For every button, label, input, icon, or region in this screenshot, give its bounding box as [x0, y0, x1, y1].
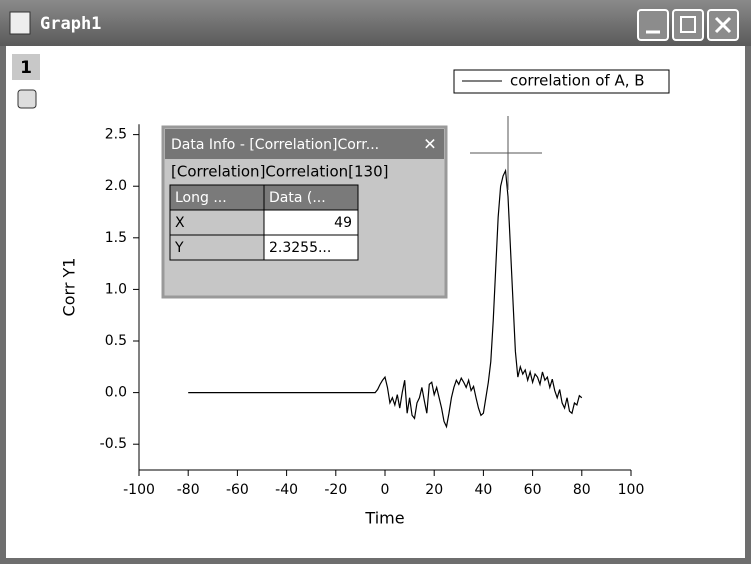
- header-text: Data (...: [269, 190, 326, 206]
- title-bar: [0, 0, 751, 46]
- cell: [169, 234, 265, 261]
- x-tick-label: -20: [324, 482, 347, 498]
- row-value: 2.3255...: [269, 240, 331, 256]
- crosshair: [470, 116, 542, 190]
- row-label: X: [175, 215, 185, 231]
- x-tick-label: 20: [425, 482, 443, 498]
- cell: [169, 209, 265, 236]
- data-line: [188, 168, 583, 429]
- legend: [453, 69, 670, 94]
- app-icon: [9, 11, 31, 35]
- window-buttons[interactable]: [637, 9, 739, 41]
- maximize-glyph: [680, 16, 696, 33]
- panel-close[interactable]: ✕: [423, 135, 436, 154]
- panel-source: [Correlation]Correlation[130]: [171, 163, 388, 181]
- layer-number[interactable]: 1: [20, 58, 32, 78]
- y-tick-label: 0.0: [105, 385, 127, 401]
- y-axis-title: Corr Y1: [60, 258, 79, 317]
- row-value: 49: [334, 215, 352, 231]
- cell: [263, 234, 359, 261]
- x-tick-label: -100: [123, 482, 155, 498]
- maximize-button[interactable]: [672, 9, 704, 41]
- header-cell: [169, 184, 265, 211]
- x-tick-label: 0: [381, 482, 390, 498]
- x-tick-label: 40: [474, 482, 492, 498]
- x-tick-label: -80: [177, 482, 200, 498]
- lock-icon[interactable]: [17, 89, 37, 109]
- layer-tab[interactable]: [12, 54, 40, 80]
- row-label: Y: [174, 240, 184, 256]
- window-title: Graph1: [40, 14, 101, 34]
- plot: -0.5 0.0 0.5 1.0 1.5 2.0 2.5 -100 -80 -60 -40 -20 0 2…: [60, 124, 645, 528]
- header-text: Long ...: [175, 190, 227, 206]
- x-axis-title: Time: [364, 509, 404, 528]
- minimize-button[interactable]: [637, 9, 669, 41]
- y-tick-label: 1.5: [105, 230, 127, 246]
- panel-title: Data Info - [Correlation]Corr...: [171, 137, 379, 153]
- legend-label: correlation of A, B: [510, 72, 645, 90]
- y-tick-label: 2.5: [105, 127, 127, 143]
- panel-header: [165, 129, 444, 159]
- y-tick-label: -0.5: [100, 436, 127, 452]
- x-tick-label: 100: [618, 482, 645, 498]
- header-cell: [263, 184, 359, 211]
- y-tick-label: 1.0: [105, 281, 127, 297]
- close-glyph: [714, 16, 732, 34]
- y-tick-label: 2.0: [105, 178, 127, 194]
- x-tick-label: -40: [275, 482, 298, 498]
- x-tick-label: -60: [226, 482, 249, 498]
- data-info-panel: Data Info - [Correlation]Corr... ✕ [Corr…: [161, 125, 448, 299]
- x-tick-label: 80: [573, 482, 591, 498]
- x-tick-label: 60: [524, 482, 542, 498]
- y-tick-label: 0.5: [105, 333, 127, 349]
